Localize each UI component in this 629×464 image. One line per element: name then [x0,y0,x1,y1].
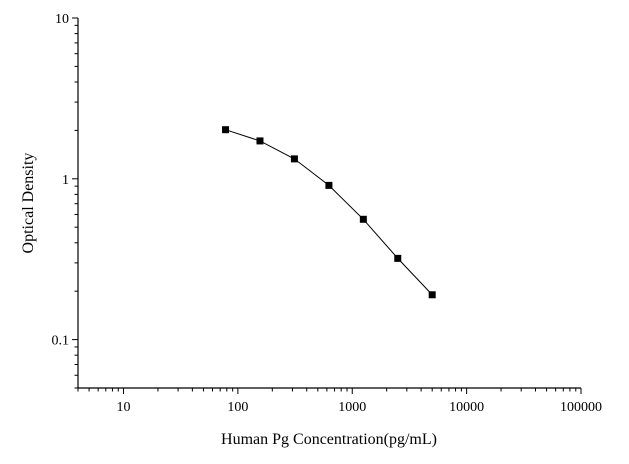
y-tick-label: 1 [62,173,69,188]
y-tick-label: 0.1 [52,334,70,349]
x-ticks [77,388,582,394]
data-point [359,215,367,223]
data-point [325,181,333,189]
x-tick-label: 100000 [560,400,602,415]
y-tick-label: 10 [55,12,69,27]
y-tick-labels: 0.1 1 10 [52,12,70,349]
x-tick-label: 10000 [449,400,484,415]
data-point [428,291,436,299]
x-tick-label: 1000 [338,400,366,415]
data-point [256,137,264,145]
data-point [290,155,298,163]
y-ticks [72,17,78,389]
x-tick-labels: 10 100 1000 10000 100000 [117,400,602,415]
x-axis-title: Human Pg Concentration(pg/mL) [221,431,437,448]
data-point [394,254,402,262]
series-layer [222,126,436,299]
series-line [225,129,433,296]
x-tick-label: 10 [117,400,131,415]
y-axis-title: Optical Density [20,153,37,254]
data-point [222,126,230,134]
x-tick-label: 100 [227,400,248,415]
axes [77,18,581,389]
